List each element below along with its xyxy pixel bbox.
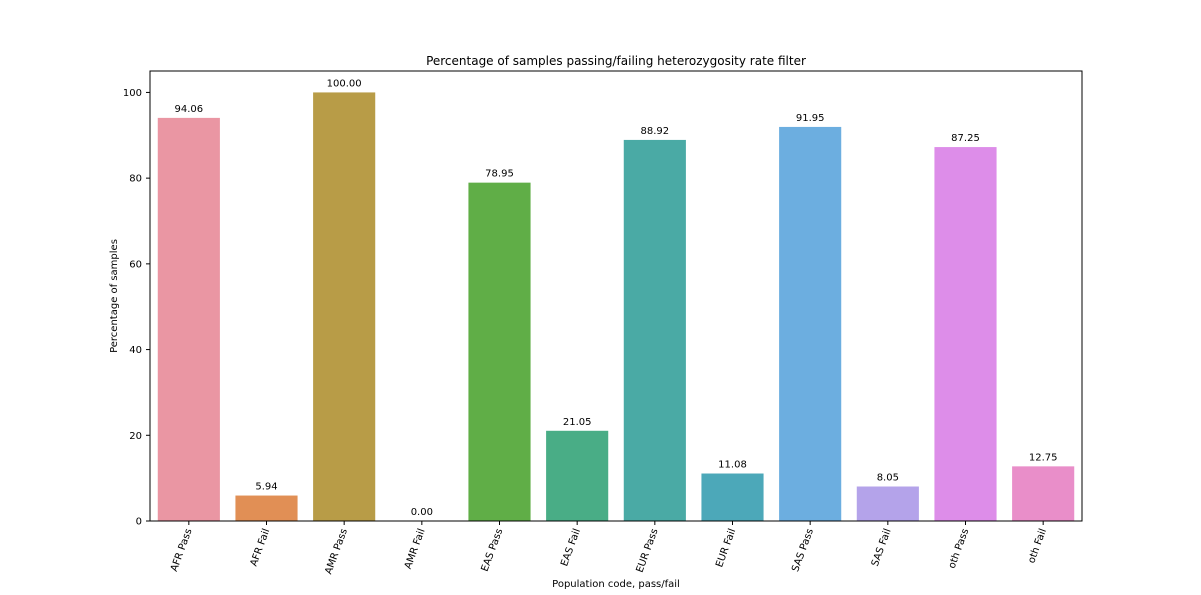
x-tick-label: oth Pass: [947, 527, 972, 570]
bar-eas-pass: [468, 182, 531, 521]
value-label: 94.06: [175, 104, 204, 115]
bar-oth-fail: [1012, 466, 1075, 521]
value-label: 8.05: [877, 473, 899, 484]
bar-oth-pass: [934, 147, 997, 522]
x-tick-label: AFR Pass: [169, 527, 195, 573]
x-tick-label: AMR Fail: [403, 527, 428, 570]
value-label: 91.95: [796, 113, 825, 124]
bar-eur-pass: [623, 139, 686, 521]
y-tick-label: 20: [129, 431, 142, 442]
plot-frame: [149, 70, 1083, 522]
value-label: 88.92: [641, 126, 670, 137]
y-tick-label: 100: [123, 88, 142, 99]
y-tick-label: 40: [129, 345, 142, 356]
value-label: 5.94: [255, 482, 277, 493]
value-label: 0.00: [411, 507, 433, 518]
y-tick-label: 80: [129, 174, 142, 185]
x-tick-label: AMR Pass: [323, 527, 350, 576]
bar-eas-fail: [546, 430, 609, 521]
bar-afr-fail: [235, 495, 298, 521]
bar-amr-pass: [313, 92, 376, 521]
value-label: 12.75: [1029, 452, 1058, 463]
x-axis-label: Population code, pass/fail: [552, 579, 680, 590]
value-label: 21.05: [563, 417, 592, 428]
chart-title: Percentage of samples passing/failing he…: [426, 54, 806, 68]
y-axis: 0 20 40 60 80 100: [123, 88, 150, 528]
x-axis: AFR Pass AFR Fail AMR Pass AMR Fail EAS Pass…: [169, 521, 1049, 576]
bars-group: [157, 92, 1075, 522]
value-label: 11.08: [718, 460, 747, 471]
x-tick-label: EUR Fail: [714, 527, 738, 569]
bar-afr-pass: [157, 117, 220, 521]
value-label: 87.25: [951, 133, 980, 144]
y-axis-label: Percentage of samples: [109, 239, 120, 353]
x-tick-label: EUR Pass: [635, 527, 661, 574]
x-tick-label: SAS Fail: [870, 527, 894, 568]
bar-sas-fail: [856, 486, 919, 521]
x-tick-label: oth Fail: [1026, 527, 1049, 565]
value-label: 100.00: [327, 78, 362, 89]
bar-sas-pass: [779, 126, 842, 521]
x-tick-label: EAS Pass: [480, 527, 506, 573]
bar-eur-fail: [701, 473, 764, 521]
x-tick-label: EAS Fail: [559, 527, 583, 568]
value-labels-group: 94.06 5.94 100.00 0.00 78.95 21.05 88.92 11.08 9…: [175, 78, 1058, 518]
y-tick-label: 0: [136, 517, 142, 528]
x-tick-label: AFR Fail: [249, 527, 273, 568]
x-tick-label: SAS Pass: [790, 527, 816, 573]
y-tick-label: 60: [129, 259, 142, 270]
value-label: 78.95: [485, 169, 514, 180]
